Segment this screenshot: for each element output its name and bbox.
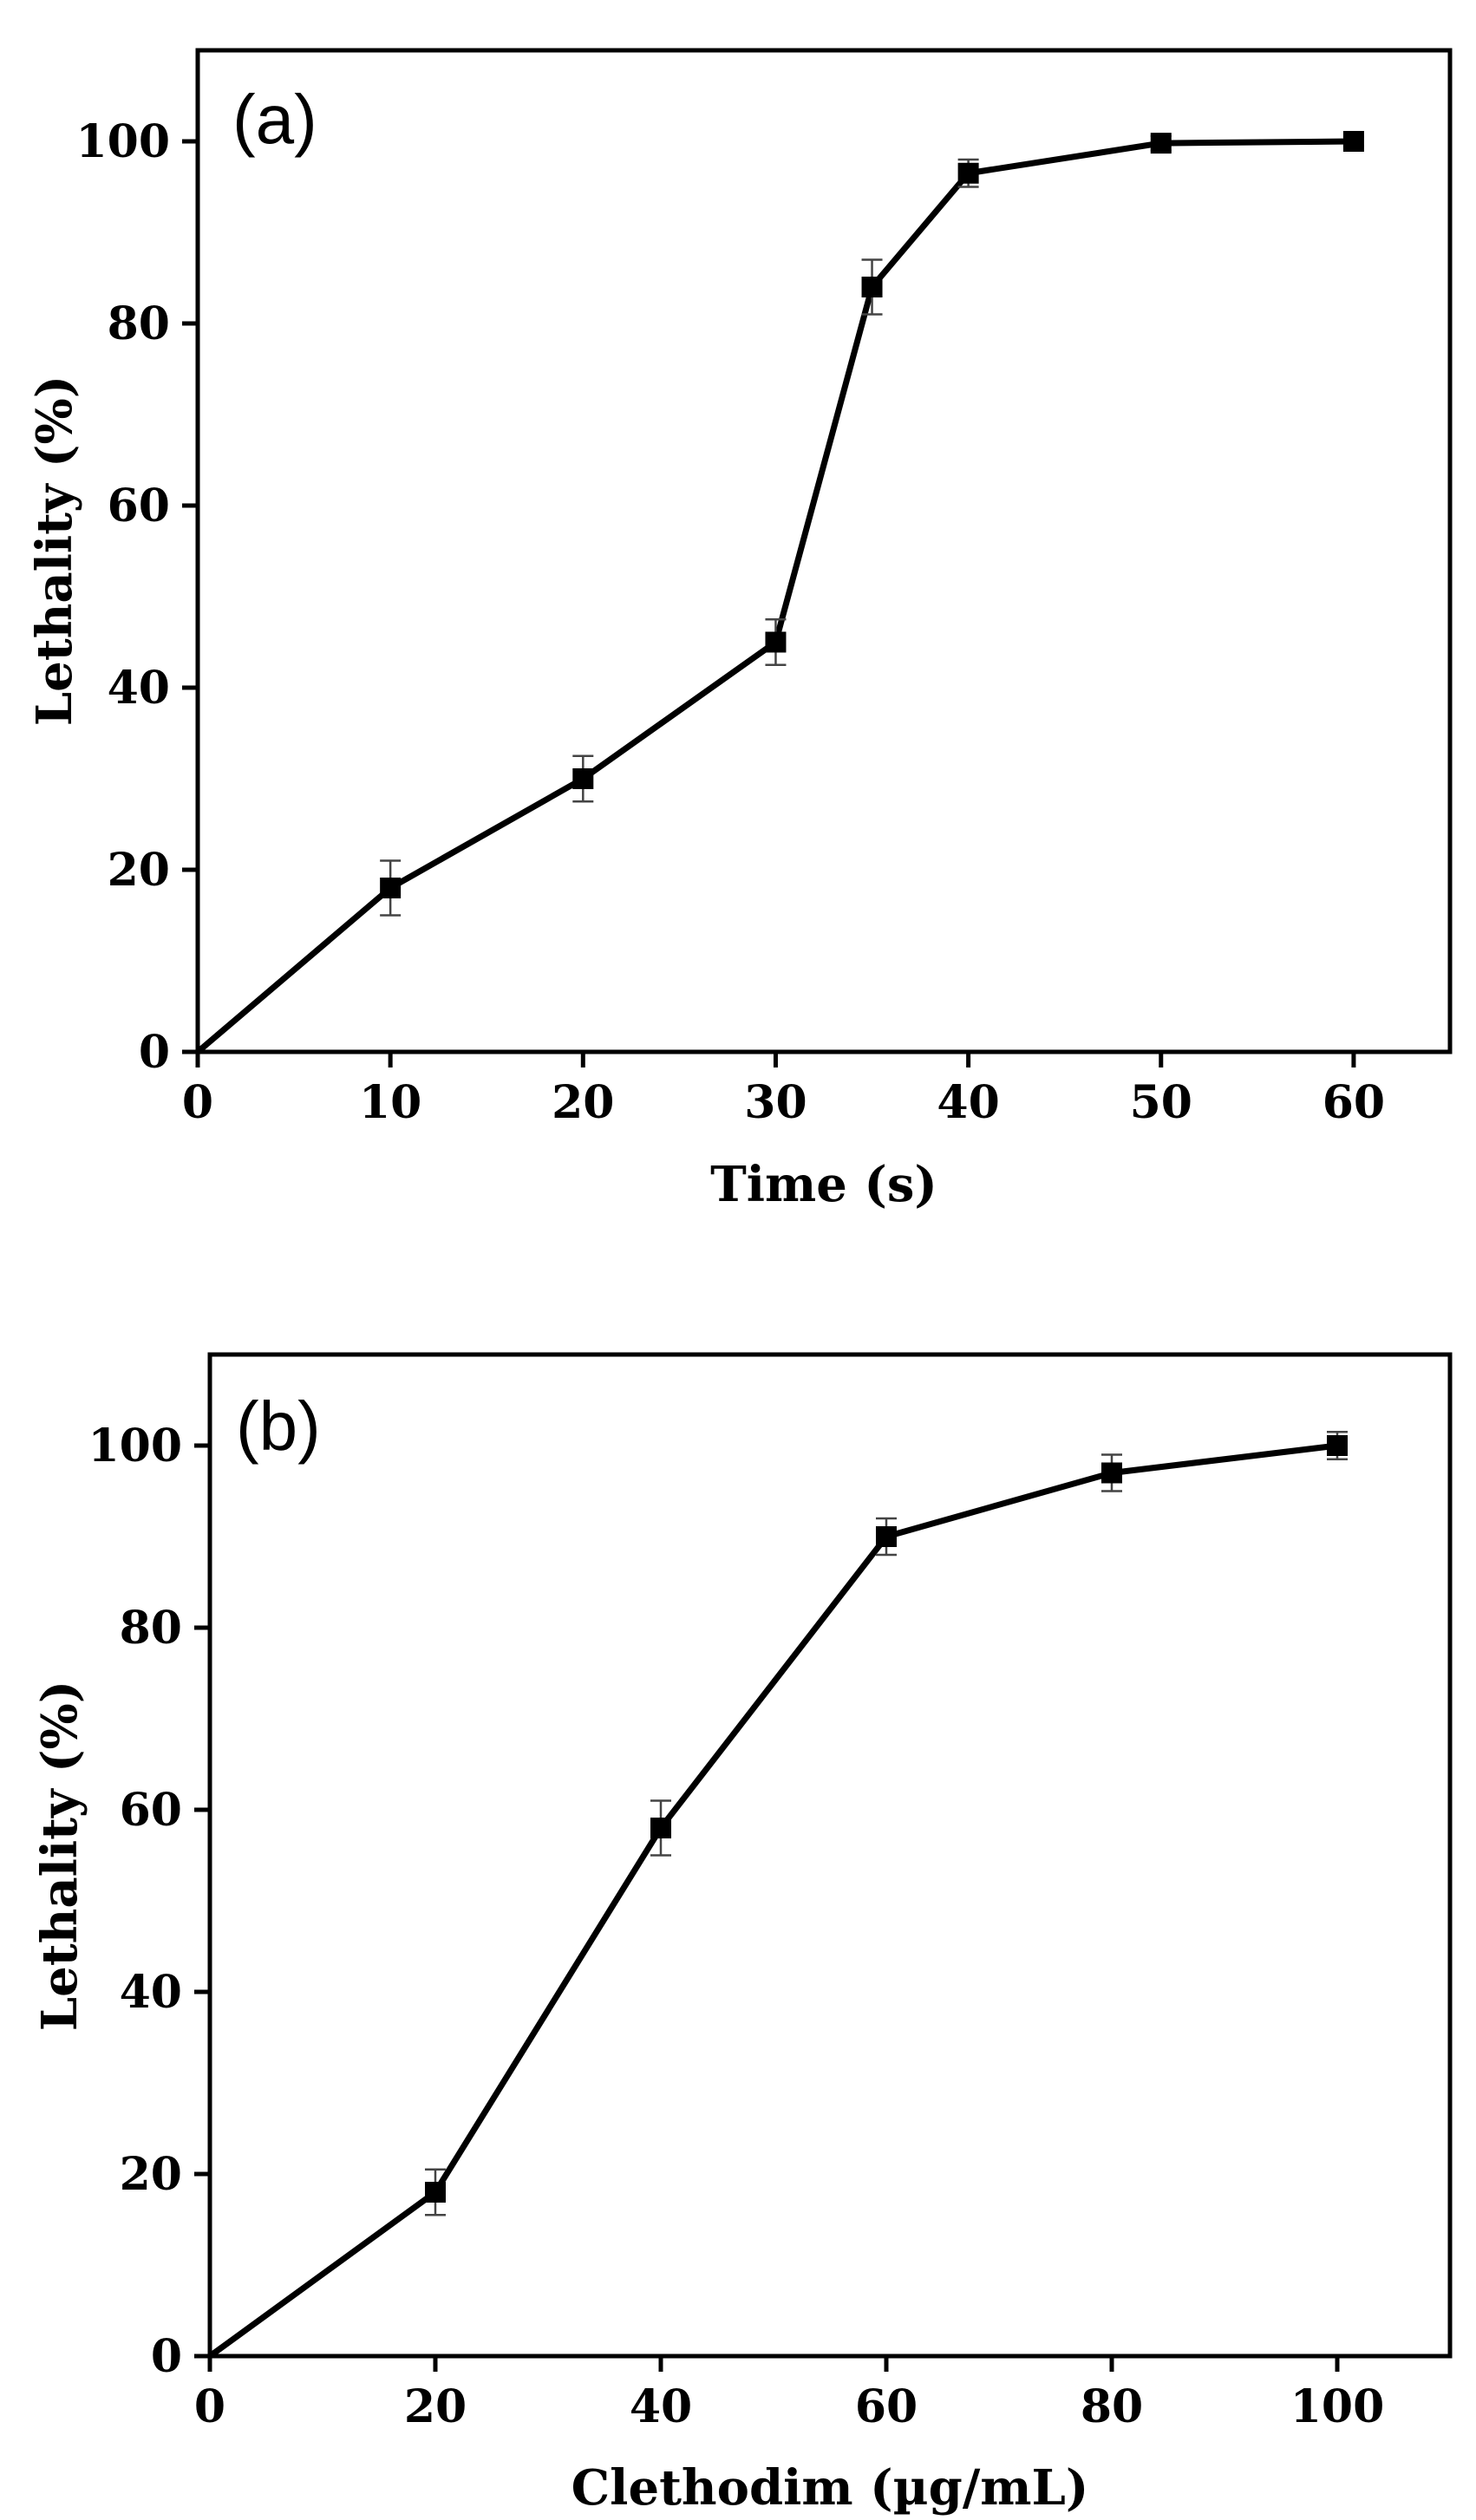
y-tick-label-a: 60 xyxy=(108,480,170,532)
panel-label-b: (b) xyxy=(236,1387,321,1465)
x-axis-title-b: Clethodim (µg/mL) xyxy=(571,2459,1089,2517)
x-tick-label-a: 30 xyxy=(744,1076,807,1129)
x-tick-label-b: 100 xyxy=(1290,2380,1385,2433)
data-point-a xyxy=(1150,133,1172,154)
y-tick-label-b: 0 xyxy=(151,2330,182,2383)
data-point-a xyxy=(380,878,402,898)
y-tick-label-a: 80 xyxy=(108,297,170,350)
chart-panel-b: (b) Clethodim (µg/mL) Lethality (%) 0 20 4… xyxy=(31,1352,1453,2517)
data-point-a xyxy=(957,162,979,184)
axis-ticks-a: 0 10 20 30 40 50 60 0 20 40 60 80 100 xyxy=(75,115,1385,1129)
x-tick-label-a: 60 xyxy=(1323,1076,1385,1129)
data-series-b xyxy=(207,1431,1348,2359)
x-tick-label-b: 80 xyxy=(1081,2380,1143,2433)
data-point-a xyxy=(572,768,594,789)
y-tick-label-b: 20 xyxy=(120,2148,182,2201)
x-tick-label-a: 20 xyxy=(552,1076,614,1129)
data-point-b xyxy=(876,1526,897,1547)
data-point-b xyxy=(1101,1462,1122,1484)
y-tick-label-a: 100 xyxy=(75,115,170,168)
y-tick-label-a: 40 xyxy=(108,662,170,715)
x-tick-label-b: 0 xyxy=(194,2380,225,2433)
x-tick-label-b: 20 xyxy=(404,2380,467,2433)
y-axis-title-a: Lethality (%) xyxy=(26,375,83,727)
y-tick-label-a: 20 xyxy=(108,844,170,897)
y-axis-title-b: Lethality (%) xyxy=(31,1681,88,2032)
plot-frame-b xyxy=(207,1352,1453,2359)
data-point-a xyxy=(765,631,787,653)
plot-frame-a xyxy=(195,48,1453,1054)
y-tick-label-b: 100 xyxy=(88,1420,182,1472)
data-point-b xyxy=(1327,1435,1348,1456)
panel-label-a: (a) xyxy=(232,81,317,158)
x-tick-label-b: 40 xyxy=(630,2380,692,2433)
y-tick-label-b: 80 xyxy=(120,1602,182,1655)
y-tick-label-b: 40 xyxy=(120,1966,182,2019)
chart-panel-a: (a) Time (s) Lethality (%) 0 10 20 30 40 50 60… xyxy=(26,48,1453,1213)
data-point-a xyxy=(861,277,883,297)
series-line-a xyxy=(195,138,1354,1054)
x-tick-label-a: 40 xyxy=(937,1076,999,1129)
data-series-a xyxy=(195,131,1364,1054)
x-axis-title-a: Time (s) xyxy=(710,1156,937,1213)
x-tick-label-b: 60 xyxy=(855,2380,918,2433)
data-point-b xyxy=(650,1818,671,1838)
y-tick-label-a: 0 xyxy=(139,1026,170,1079)
data-point-a xyxy=(1342,131,1364,152)
series-line-b xyxy=(207,1442,1338,2359)
x-tick-label-a: 10 xyxy=(359,1076,421,1129)
data-point-b xyxy=(425,2182,446,2203)
x-tick-label-a: 0 xyxy=(182,1076,213,1129)
y-tick-label-b: 60 xyxy=(120,1784,182,1837)
axis-ticks-b: 0 20 40 60 80 100 0 20 40 60 80 100 xyxy=(88,1420,1384,2433)
x-tick-label-a: 50 xyxy=(1130,1076,1192,1129)
